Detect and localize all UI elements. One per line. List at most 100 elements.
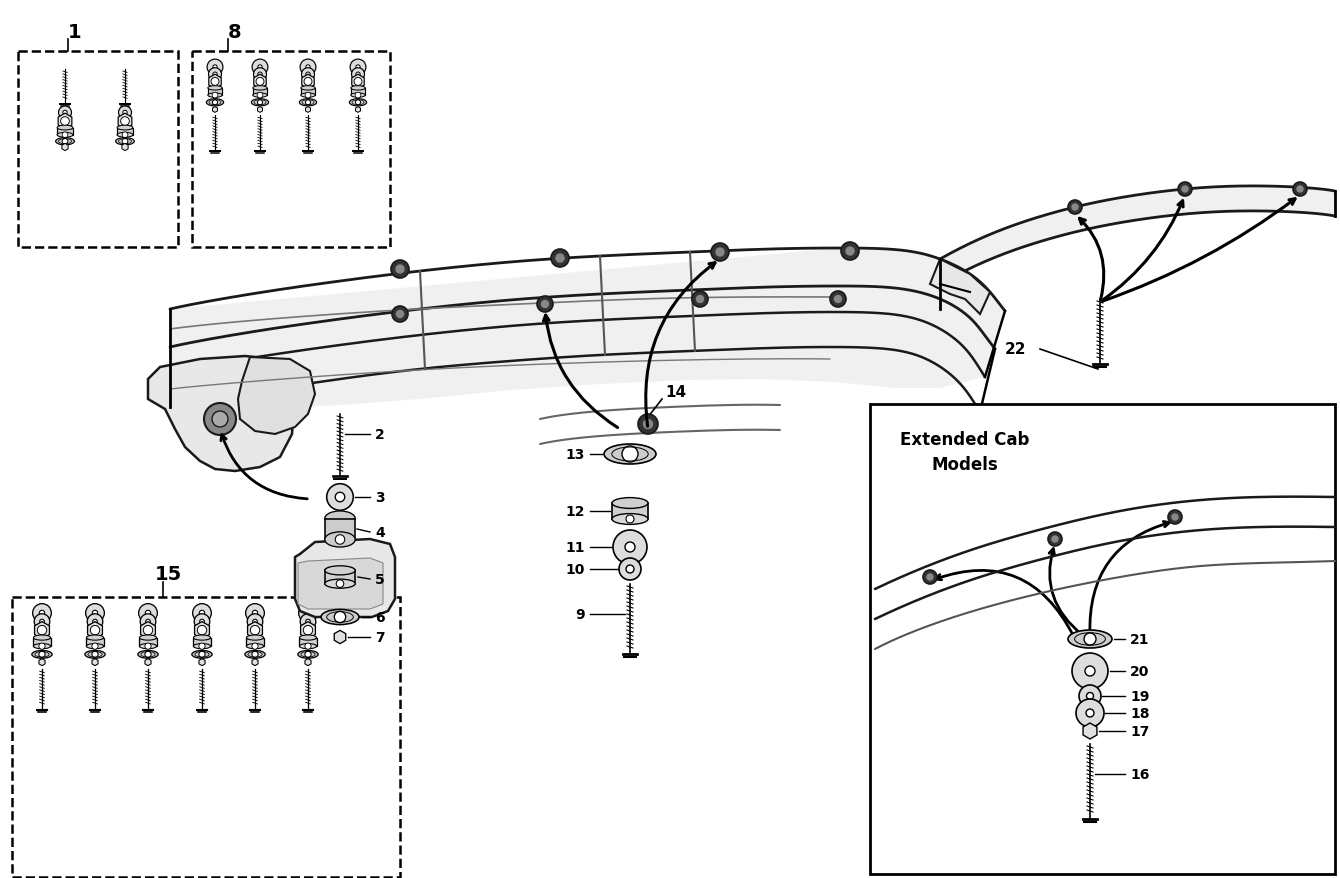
Circle shape [716, 248, 724, 256]
Circle shape [204, 404, 236, 435]
Polygon shape [253, 76, 267, 90]
Circle shape [145, 644, 151, 650]
Circle shape [306, 73, 310, 77]
Bar [192, 52, 390, 248]
Circle shape [1293, 183, 1306, 197]
Circle shape [1076, 699, 1104, 727]
Circle shape [257, 73, 263, 77]
Bar [324, 571, 355, 584]
Text: 10: 10 [565, 563, 586, 576]
Circle shape [846, 248, 854, 255]
Circle shape [63, 112, 67, 116]
Polygon shape [930, 260, 990, 314]
Circle shape [141, 614, 155, 630]
Text: 16: 16 [1130, 767, 1150, 781]
Ellipse shape [300, 87, 315, 91]
Polygon shape [198, 658, 205, 666]
Circle shape [253, 68, 267, 82]
Circle shape [306, 93, 311, 99]
Bar [253, 89, 267, 96]
Circle shape [62, 133, 68, 139]
Circle shape [829, 291, 846, 307]
Circle shape [245, 604, 264, 623]
Circle shape [712, 244, 729, 262]
Circle shape [35, 614, 50, 630]
Circle shape [624, 543, 635, 552]
Bar [870, 405, 1335, 874]
Text: 19: 19 [1130, 689, 1150, 703]
Ellipse shape [612, 514, 649, 525]
Polygon shape [213, 107, 217, 113]
Circle shape [1172, 515, 1178, 521]
Polygon shape [147, 356, 295, 471]
Polygon shape [306, 658, 311, 666]
Circle shape [638, 414, 658, 435]
Ellipse shape [192, 651, 212, 658]
Circle shape [626, 565, 634, 573]
Bar [300, 89, 315, 96]
Circle shape [336, 580, 344, 587]
Circle shape [327, 484, 354, 511]
Ellipse shape [139, 636, 157, 640]
Bar [139, 637, 157, 646]
Polygon shape [302, 76, 315, 90]
Circle shape [306, 66, 310, 70]
Circle shape [1084, 633, 1096, 645]
Circle shape [1085, 709, 1093, 717]
Circle shape [213, 73, 217, 77]
Ellipse shape [324, 566, 355, 575]
Bar [324, 519, 355, 540]
Ellipse shape [253, 87, 267, 91]
Circle shape [59, 107, 71, 119]
Polygon shape [122, 144, 129, 151]
Circle shape [92, 620, 98, 624]
Text: 13: 13 [565, 448, 586, 462]
Bar [208, 89, 222, 96]
Text: 1: 1 [68, 23, 82, 41]
Bar [34, 637, 51, 646]
Circle shape [622, 447, 638, 463]
Ellipse shape [193, 644, 210, 649]
Polygon shape [62, 144, 68, 151]
Circle shape [306, 651, 311, 658]
Polygon shape [300, 622, 315, 639]
Text: 11: 11 [565, 540, 586, 554]
Bar [612, 503, 649, 520]
Ellipse shape [299, 644, 316, 649]
Circle shape [303, 626, 312, 635]
Circle shape [121, 118, 130, 126]
Circle shape [1168, 510, 1182, 524]
Circle shape [256, 78, 264, 86]
Polygon shape [209, 76, 221, 90]
Ellipse shape [324, 532, 355, 547]
Polygon shape [295, 539, 395, 617]
Circle shape [92, 651, 98, 658]
Circle shape [304, 78, 312, 86]
Text: 17: 17 [1130, 724, 1150, 738]
Text: Models: Models [931, 456, 998, 473]
Bar [58, 128, 72, 135]
Circle shape [193, 604, 212, 623]
Circle shape [247, 614, 263, 630]
Circle shape [306, 644, 311, 650]
Circle shape [257, 101, 263, 105]
Circle shape [1072, 653, 1108, 689]
Text: 3: 3 [375, 491, 385, 505]
Text: 18: 18 [1130, 706, 1150, 720]
Polygon shape [35, 622, 50, 639]
Circle shape [335, 493, 344, 502]
Text: 12: 12 [565, 505, 586, 518]
Polygon shape [1083, 723, 1097, 739]
Circle shape [39, 644, 46, 650]
Circle shape [1072, 205, 1077, 211]
Circle shape [252, 644, 259, 650]
Ellipse shape [193, 636, 210, 640]
Circle shape [92, 610, 98, 616]
Circle shape [354, 78, 362, 86]
Circle shape [299, 604, 318, 623]
Polygon shape [257, 107, 263, 113]
Ellipse shape [324, 511, 355, 527]
Polygon shape [118, 114, 131, 130]
Circle shape [145, 610, 150, 616]
Circle shape [355, 101, 360, 105]
